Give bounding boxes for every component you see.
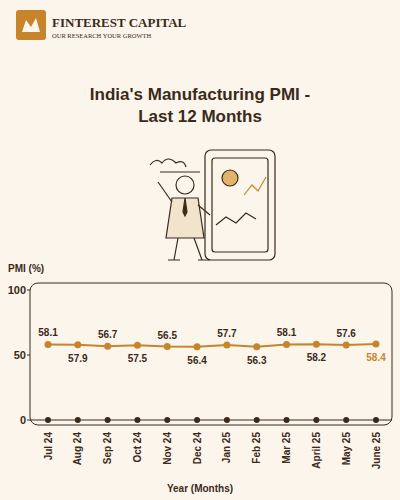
marks [45, 341, 380, 351]
point [104, 343, 111, 350]
x-tick-label: Oct 24 [132, 432, 143, 463]
x-tick-label: May 25 [341, 432, 352, 466]
data-label: 56.4 [187, 355, 207, 366]
x-tick-label: Dec 24 [192, 432, 203, 465]
x-axis-line [30, 420, 392, 421]
x-tick [373, 417, 379, 423]
data-label: 58.1 [38, 327, 58, 338]
person-body [166, 198, 204, 238]
point [253, 343, 260, 350]
person-head [176, 176, 194, 194]
y-tick-label: 100 [8, 284, 26, 296]
x-tick [75, 417, 81, 423]
data-label: 58.1 [277, 327, 297, 338]
data-label: 56.7 [98, 329, 118, 340]
data-label: 56.3 [247, 355, 267, 366]
tagline: OUR RESEARCH YOUR GROWTH [52, 32, 152, 39]
point [74, 341, 81, 348]
logo: FINTEREST CAPITAL OUR RESEARCH YOUR GROWT… [16, 10, 187, 40]
data-label: 57.5 [128, 353, 148, 364]
data-label: 56.5 [158, 330, 178, 341]
data-label: 57.9 [68, 353, 88, 364]
chart-root: FINTEREST CAPITAL OUR RESEARCH YOUR GROWT… [0, 0, 400, 500]
x-axis-title: Year (Months) [167, 483, 233, 494]
x-tick-label: Sep 24 [102, 432, 113, 465]
x-tick-label: Jul 24 [43, 432, 54, 461]
x-tick [105, 417, 111, 423]
y-tick [27, 420, 30, 421]
x-tick [254, 417, 260, 423]
x-tick-label: April 25 [311, 432, 322, 469]
person-legs [168, 238, 210, 260]
tablet-screen [212, 158, 268, 252]
x-tick [134, 417, 140, 423]
point [343, 342, 350, 349]
person-arms [158, 182, 210, 215]
x-tick [194, 417, 200, 423]
background [0, 0, 400, 500]
data-label: 58.2 [307, 352, 327, 363]
point [373, 341, 380, 348]
brand: FINTEREST CAPITAL [52, 15, 187, 30]
point [45, 341, 52, 348]
y-tick-label: 50 [14, 349, 26, 361]
pie-icon [222, 170, 238, 186]
data-label: 57.7 [217, 328, 237, 339]
data-label: 57.6 [336, 328, 356, 339]
x-tick-label: Mar 25 [281, 432, 292, 464]
cloud [150, 159, 200, 172]
x-tick [164, 417, 170, 423]
x-tick [313, 417, 319, 423]
y-tick [27, 290, 30, 291]
x-tick-label: Jan 25 [221, 432, 232, 464]
point [223, 341, 230, 348]
y-axis-title: PMI (%) [8, 263, 44, 274]
logo-glyph [22, 18, 40, 32]
plot-frame [30, 283, 392, 425]
x-tick-label: Feb 25 [251, 432, 262, 464]
x-tick-label: Aug 24 [72, 432, 83, 466]
y-tick-label: 0 [20, 414, 26, 426]
y-tick [27, 355, 30, 356]
data-label: 58.4 [366, 352, 386, 363]
line [48, 344, 376, 347]
title: India's Manufacturing PMI - [90, 85, 310, 104]
point [313, 341, 320, 348]
illustration [150, 150, 275, 260]
x-tick-label: Nov 24 [162, 432, 173, 465]
title: Last 12 Months [138, 107, 262, 126]
x-tick [343, 417, 349, 423]
x-tick [284, 417, 290, 423]
x-tick-label: June 25 [371, 432, 382, 470]
point [194, 343, 201, 350]
point [283, 341, 290, 348]
person-tie [183, 198, 187, 216]
x-tick [45, 417, 51, 423]
point [164, 343, 171, 350]
tablet [205, 150, 275, 260]
point [134, 342, 141, 349]
trend-icon [244, 177, 266, 195]
wave-icon [216, 213, 256, 225]
logo-icon [16, 10, 46, 40]
x-tick [224, 417, 230, 423]
